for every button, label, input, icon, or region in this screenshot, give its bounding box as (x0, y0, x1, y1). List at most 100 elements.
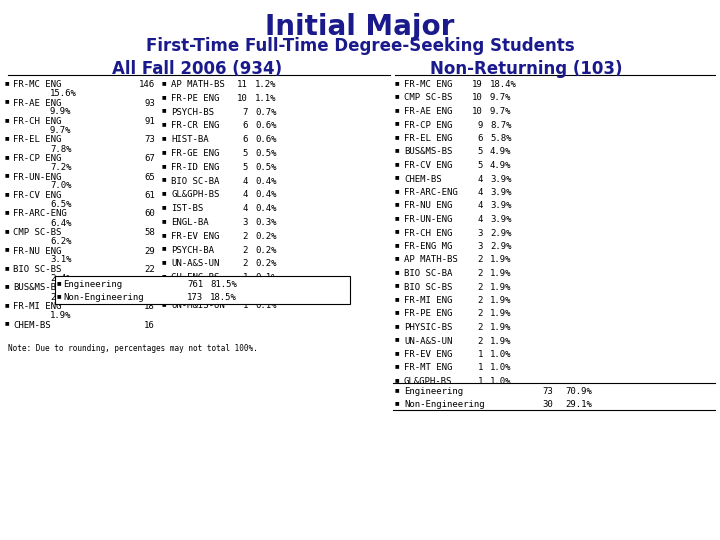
Text: 4: 4 (477, 215, 483, 224)
Text: ■: ■ (395, 215, 400, 220)
Text: FR-CV ENG: FR-CV ENG (404, 161, 452, 170)
Text: ■: ■ (57, 293, 62, 298)
Text: 1.2%: 1.2% (255, 80, 276, 89)
Text: 0.6%: 0.6% (255, 135, 276, 144)
Text: 10: 10 (472, 93, 483, 103)
Text: 1.0%: 1.0% (490, 350, 511, 359)
Text: FR-MC ENG: FR-MC ENG (404, 80, 452, 89)
Text: 0.5%: 0.5% (255, 163, 276, 172)
Text: ■: ■ (395, 377, 400, 382)
Text: 1.0%: 1.0% (490, 377, 511, 386)
Text: GL&GPH-BS: GL&GPH-BS (171, 191, 220, 199)
Text: 3.9%: 3.9% (490, 188, 511, 197)
Text: 0.5%: 0.5% (255, 149, 276, 158)
Text: 2.9%: 2.9% (490, 228, 511, 238)
Text: ■: ■ (395, 174, 400, 179)
Bar (55, 276, 350, 304)
Text: 2.9%: 2.9% (490, 242, 511, 251)
Text: CMP SC-BS: CMP SC-BS (13, 228, 61, 237)
Text: ■: ■ (395, 107, 400, 112)
Text: ■: ■ (5, 321, 9, 326)
Text: BUS&MS-BS: BUS&MS-BS (13, 284, 61, 293)
Text: 6: 6 (477, 134, 483, 143)
Text: 10: 10 (238, 94, 248, 103)
Text: 1.0%: 1.0% (490, 363, 511, 373)
Text: BIO SC-BA: BIO SC-BA (171, 177, 220, 186)
Text: ■: ■ (162, 163, 166, 168)
Text: ■: ■ (395, 161, 400, 166)
Text: IST-BS: IST-BS (171, 204, 203, 213)
Text: 67: 67 (144, 154, 155, 163)
Text: 1: 1 (243, 273, 248, 282)
Text: ■: ■ (395, 93, 400, 98)
Text: 93: 93 (144, 98, 155, 107)
Text: 30: 30 (542, 400, 553, 409)
Text: FR-MT ENG: FR-MT ENG (404, 363, 452, 373)
Text: FR-UN-ENG: FR-UN-ENG (13, 172, 61, 181)
Text: ■: ■ (162, 149, 166, 154)
Text: CMP SC-BS: CMP SC-BS (404, 93, 452, 103)
Text: 1.9%: 1.9% (490, 323, 511, 332)
Text: Initial Major: Initial Major (265, 13, 455, 41)
Text: 1.9%: 1.9% (490, 309, 511, 319)
Text: FR-CP ENG: FR-CP ENG (404, 120, 452, 130)
Text: 6: 6 (243, 122, 248, 130)
Text: 19: 19 (144, 284, 155, 293)
Text: 2.4%: 2.4% (50, 274, 71, 283)
Text: 73: 73 (542, 387, 553, 396)
Text: ■: ■ (395, 323, 400, 328)
Text: CH ENG-BS: CH ENG-BS (171, 273, 220, 282)
Text: 0.7%: 0.7% (255, 107, 276, 117)
Text: ■: ■ (162, 204, 166, 209)
Text: 3: 3 (477, 242, 483, 251)
Text: CHEM-BS: CHEM-BS (404, 174, 441, 184)
Text: 4: 4 (477, 174, 483, 184)
Text: 81.5%: 81.5% (210, 280, 237, 289)
Text: Engineering: Engineering (404, 387, 463, 396)
Text: 1.9%: 1.9% (490, 296, 511, 305)
Text: FR-ENG MG: FR-ENG MG (404, 242, 452, 251)
Text: 4: 4 (243, 204, 248, 213)
Text: ■: ■ (395, 387, 400, 392)
Text: 1.9%: 1.9% (490, 255, 511, 265)
Text: ■: ■ (395, 309, 400, 314)
Text: ■: ■ (162, 107, 166, 113)
Text: FR-GE ENG: FR-GE ENG (171, 149, 220, 158)
Text: 6.2%: 6.2% (50, 237, 71, 246)
Text: 7.0%: 7.0% (50, 181, 71, 191)
Text: FR-AE ENG: FR-AE ENG (13, 98, 61, 107)
Text: ■: ■ (162, 287, 166, 292)
Text: FR-CH ENG: FR-CH ENG (13, 117, 61, 126)
Text: ■: ■ (395, 400, 400, 405)
Text: 15.6%: 15.6% (50, 89, 77, 98)
Text: UN-A&S-UN: UN-A&S-UN (171, 259, 220, 268)
Text: FR-CP ENG: FR-CP ENG (13, 154, 61, 163)
Text: 0.1%: 0.1% (255, 301, 276, 310)
Text: 60: 60 (144, 210, 155, 219)
Text: 10: 10 (472, 107, 483, 116)
Text: 70.9%: 70.9% (565, 387, 592, 396)
Text: 2: 2 (477, 282, 483, 292)
Text: 2: 2 (477, 323, 483, 332)
Text: 2: 2 (243, 259, 248, 268)
Text: 4: 4 (477, 201, 483, 211)
Text: FR-PE ENG: FR-PE ENG (404, 309, 452, 319)
Text: 8.7%: 8.7% (490, 120, 511, 130)
Text: 2: 2 (243, 246, 248, 254)
Text: 1: 1 (243, 301, 248, 310)
Text: ■: ■ (395, 80, 400, 85)
Text: 2: 2 (243, 232, 248, 241)
Text: ■: ■ (395, 269, 400, 274)
Text: FR-EL ENG: FR-EL ENG (404, 134, 452, 143)
Text: FR-EL ENG: FR-EL ENG (13, 136, 61, 145)
Text: 1: 1 (477, 363, 483, 373)
Text: ■: ■ (395, 363, 400, 368)
Text: 9.7%: 9.7% (50, 126, 71, 135)
Text: 3.9%: 3.9% (490, 201, 511, 211)
Text: 0.6%: 0.6% (255, 122, 276, 130)
Text: 61: 61 (144, 191, 155, 200)
Text: ■: ■ (162, 135, 166, 140)
Text: All Fall 2006 (934): All Fall 2006 (934) (112, 60, 282, 78)
Text: ■: ■ (5, 265, 9, 270)
Text: ■: ■ (5, 172, 9, 178)
